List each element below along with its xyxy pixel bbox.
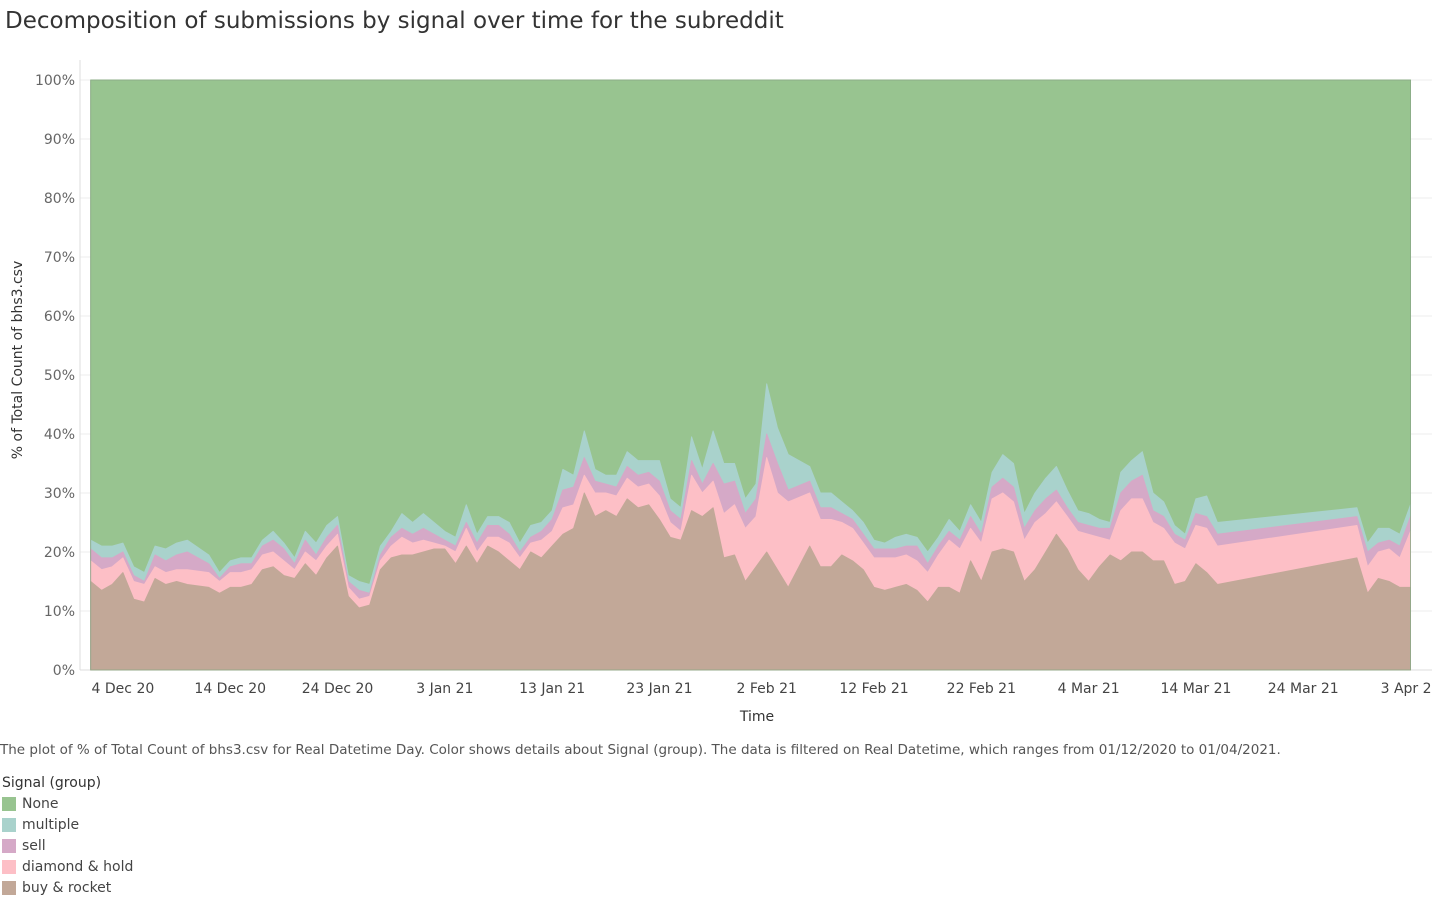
y-tick-label: 90% [44,132,75,148]
legend-item: diamond & hold [2,856,133,877]
legend: Signal (group) None multiple sell diamond &… [2,775,133,898]
x-tick-label: 12 Feb 21 [839,681,908,697]
area-chart: 0% 10% 20% 30% 40% 50% 60% 70% 80% 90% 100% 4 Dec 2… [0,0,1432,735]
x-tick-label: 4 Mar 21 [1058,681,1120,697]
legend-items: None multiple sell diamond & hold buy & rock… [2,793,133,898]
y-tick-label: 30% [44,486,75,502]
x-tick-label: 13 Jan 21 [519,681,585,697]
legend-item: None [2,793,133,814]
legend-title: Signal (group) [2,775,133,791]
y-tick-label: 100% [35,73,75,89]
x-tick-label: 14 Mar 21 [1160,681,1231,697]
y-tick-label: 50% [44,368,75,384]
y-tick-label: 60% [44,309,75,325]
legend-label: multiple [22,817,79,833]
legend-swatch [2,881,16,895]
x-tick-label: 22 Feb 21 [947,681,1016,697]
x-tick-label: 24 Mar 21 [1268,681,1339,697]
x-tick-label: 23 Jan 21 [626,681,692,697]
x-tick-label: 3 Apr 21 [1381,681,1432,697]
x-tick-label: 2 Feb 21 [737,681,797,697]
y-tick-label: 10% [44,604,75,620]
legend-swatch [2,839,16,853]
legend-item: multiple [2,814,133,835]
legend-label: None [22,796,59,812]
legend-label: buy & rocket [22,880,111,896]
y-tick-label: 0% [53,663,75,679]
x-tick-label: 4 Dec 20 [92,681,155,697]
y-tick-label: 40% [44,427,75,443]
y-axis-title: % of Total Count of bhs3.csv [10,261,26,460]
x-axis-title: Time [739,709,774,725]
y-tick-label: 20% [44,545,75,561]
legend-item: buy & rocket [2,877,133,898]
legend-swatch [2,860,16,874]
legend-label: diamond & hold [22,859,133,875]
x-tick-label: 24 Dec 20 [302,681,374,697]
y-tick-label: 70% [44,250,75,266]
chart-caption: The plot of % of Total Count of bhs3.csv… [0,742,1281,758]
legend-item: sell [2,835,133,856]
x-tick-label: 14 Dec 20 [194,681,266,697]
y-tick-label: 80% [44,191,75,207]
legend-label: sell [22,838,46,854]
x-tick-label: 3 Jan 21 [416,681,473,697]
legend-swatch [2,797,16,811]
legend-swatch [2,818,16,832]
